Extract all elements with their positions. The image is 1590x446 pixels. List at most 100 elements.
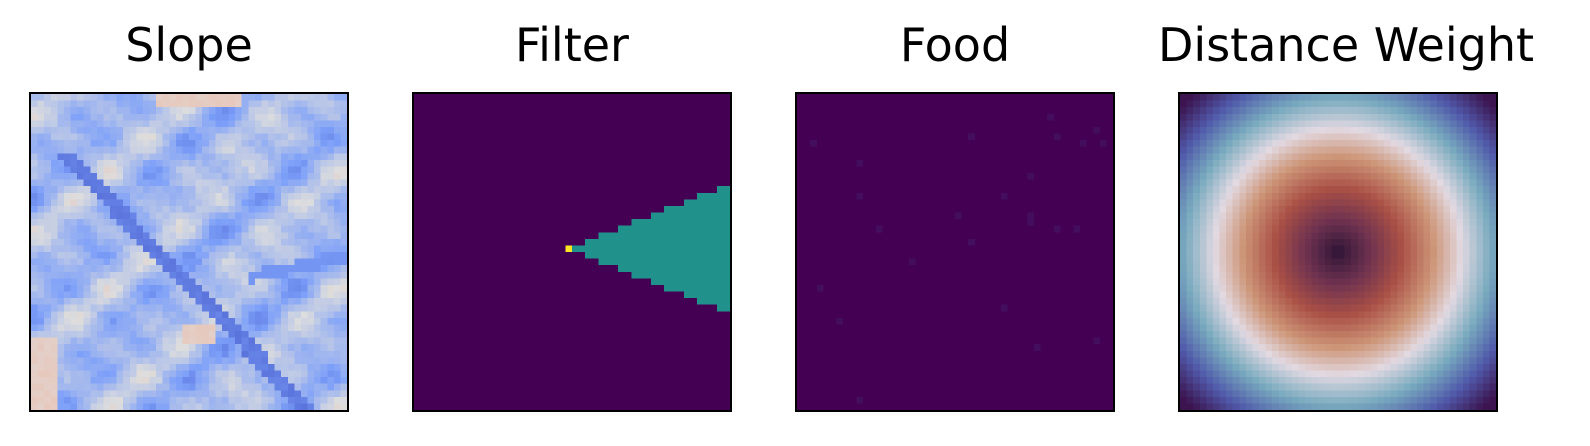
heatmap-cell	[545, 199, 553, 207]
heatmap-cell	[162, 173, 170, 180]
heatmap-cell	[123, 363, 130, 371]
heatmap-cell	[506, 317, 513, 325]
heatmap-cell	[281, 291, 288, 299]
heatmap-cell	[83, 390, 91, 397]
heatmap-cell	[1007, 107, 1015, 114]
heatmap-cell	[493, 120, 500, 128]
heatmap-cell	[572, 317, 579, 325]
heatmap-cell	[221, 205, 229, 213]
heatmap-cell	[440, 390, 448, 397]
heatmap-cell	[572, 252, 579, 259]
heatmap-cell	[129, 140, 137, 147]
heatmap-cell	[433, 107, 441, 114]
heatmap-cell	[486, 120, 494, 128]
heatmap-cell	[473, 383, 480, 391]
heatmap-cell	[63, 357, 71, 365]
heatmap-cell	[611, 219, 619, 226]
heatmap-cell	[558, 304, 566, 312]
heatmap-cell	[716, 304, 724, 312]
heatmap-cell	[427, 396, 434, 404]
heatmap-cell	[110, 100, 117, 108]
heatmap-cell	[149, 331, 157, 338]
heatmap-cell	[63, 146, 71, 154]
heatmap-cell	[129, 179, 137, 187]
heatmap-cell	[287, 205, 295, 213]
heatmap-cell	[63, 199, 71, 207]
heatmap-cell	[149, 396, 157, 404]
heatmap-cell	[690, 344, 698, 351]
heatmap-cell	[433, 225, 441, 233]
heatmap-cell	[611, 377, 619, 384]
heatmap-cell	[836, 140, 844, 147]
heatmap-cell	[195, 120, 203, 128]
heatmap-cell	[189, 232, 196, 239]
heatmap-cell	[572, 232, 579, 239]
heatmap-cell	[300, 304, 308, 312]
heatmap-cell	[618, 94, 625, 101]
heatmap-cell	[703, 100, 711, 108]
heatmap-cell	[44, 291, 51, 299]
heatmap-cell	[228, 126, 236, 134]
heatmap-cell	[63, 219, 71, 226]
heatmap-cell	[512, 324, 520, 332]
heatmap-cell	[697, 186, 704, 193]
heatmap-cell	[928, 100, 936, 108]
heatmap-cell	[235, 173, 242, 180]
heatmap-cell	[110, 186, 117, 193]
heatmap-cell	[427, 390, 434, 397]
heatmap-cell	[637, 357, 645, 365]
heatmap-cell	[274, 311, 282, 318]
heatmap-cell	[123, 278, 130, 286]
heatmap-cell	[175, 396, 183, 404]
heatmap-cell	[876, 94, 883, 101]
heatmap-cell	[175, 337, 183, 345]
heatmap-cell	[1066, 126, 1074, 134]
heatmap-cell	[123, 238, 130, 246]
heatmap-cell	[453, 258, 461, 266]
heatmap-cell	[618, 232, 625, 239]
heatmap-cell	[169, 225, 176, 233]
heatmap-cell	[703, 199, 711, 207]
heatmap-cell	[228, 350, 236, 358]
heatmap-cell	[414, 166, 421, 174]
heatmap-cell	[664, 146, 671, 154]
heatmap-cell	[493, 107, 500, 114]
heatmap-cell	[908, 133, 916, 141]
heatmap-cell	[70, 350, 78, 358]
heatmap-cell	[268, 238, 275, 246]
heatmap-cell	[162, 278, 170, 286]
heatmap-cell	[539, 212, 546, 220]
heatmap-cell	[618, 146, 625, 154]
heatmap-cell	[96, 120, 104, 128]
heatmap-cell	[274, 199, 282, 207]
heatmap-cell	[57, 146, 65, 154]
heatmap-cell	[261, 173, 269, 180]
heatmap-cell	[558, 265, 566, 272]
heatmap-cell	[585, 212, 592, 220]
heatmap-cell	[598, 100, 606, 108]
heatmap-cell	[254, 219, 262, 226]
heatmap-cell	[142, 192, 150, 200]
slope-heatmap	[29, 92, 349, 412]
heatmap-cell	[664, 238, 671, 246]
heatmap-cell	[532, 344, 540, 351]
heatmap-cell	[149, 390, 157, 397]
heatmap-cell	[50, 252, 58, 259]
heatmap-cell	[1020, 107, 1028, 114]
heatmap-cell	[532, 350, 540, 358]
heatmap-cell	[129, 284, 137, 292]
heatmap-cell	[241, 357, 249, 365]
heatmap-cell	[585, 258, 592, 266]
heatmap-cell	[215, 199, 223, 207]
heatmap-cell	[683, 284, 691, 292]
heatmap-cell	[1034, 140, 1041, 147]
heatmap-cell	[103, 390, 111, 397]
heatmap-cell	[849, 126, 857, 134]
heatmap-cell	[221, 179, 229, 187]
heatmap-cell	[519, 232, 527, 239]
heatmap-cell	[657, 126, 665, 134]
heatmap-cell	[578, 370, 586, 378]
heatmap-cell	[466, 133, 474, 141]
heatmap-cell	[235, 186, 242, 193]
heatmap-cell	[123, 298, 130, 305]
